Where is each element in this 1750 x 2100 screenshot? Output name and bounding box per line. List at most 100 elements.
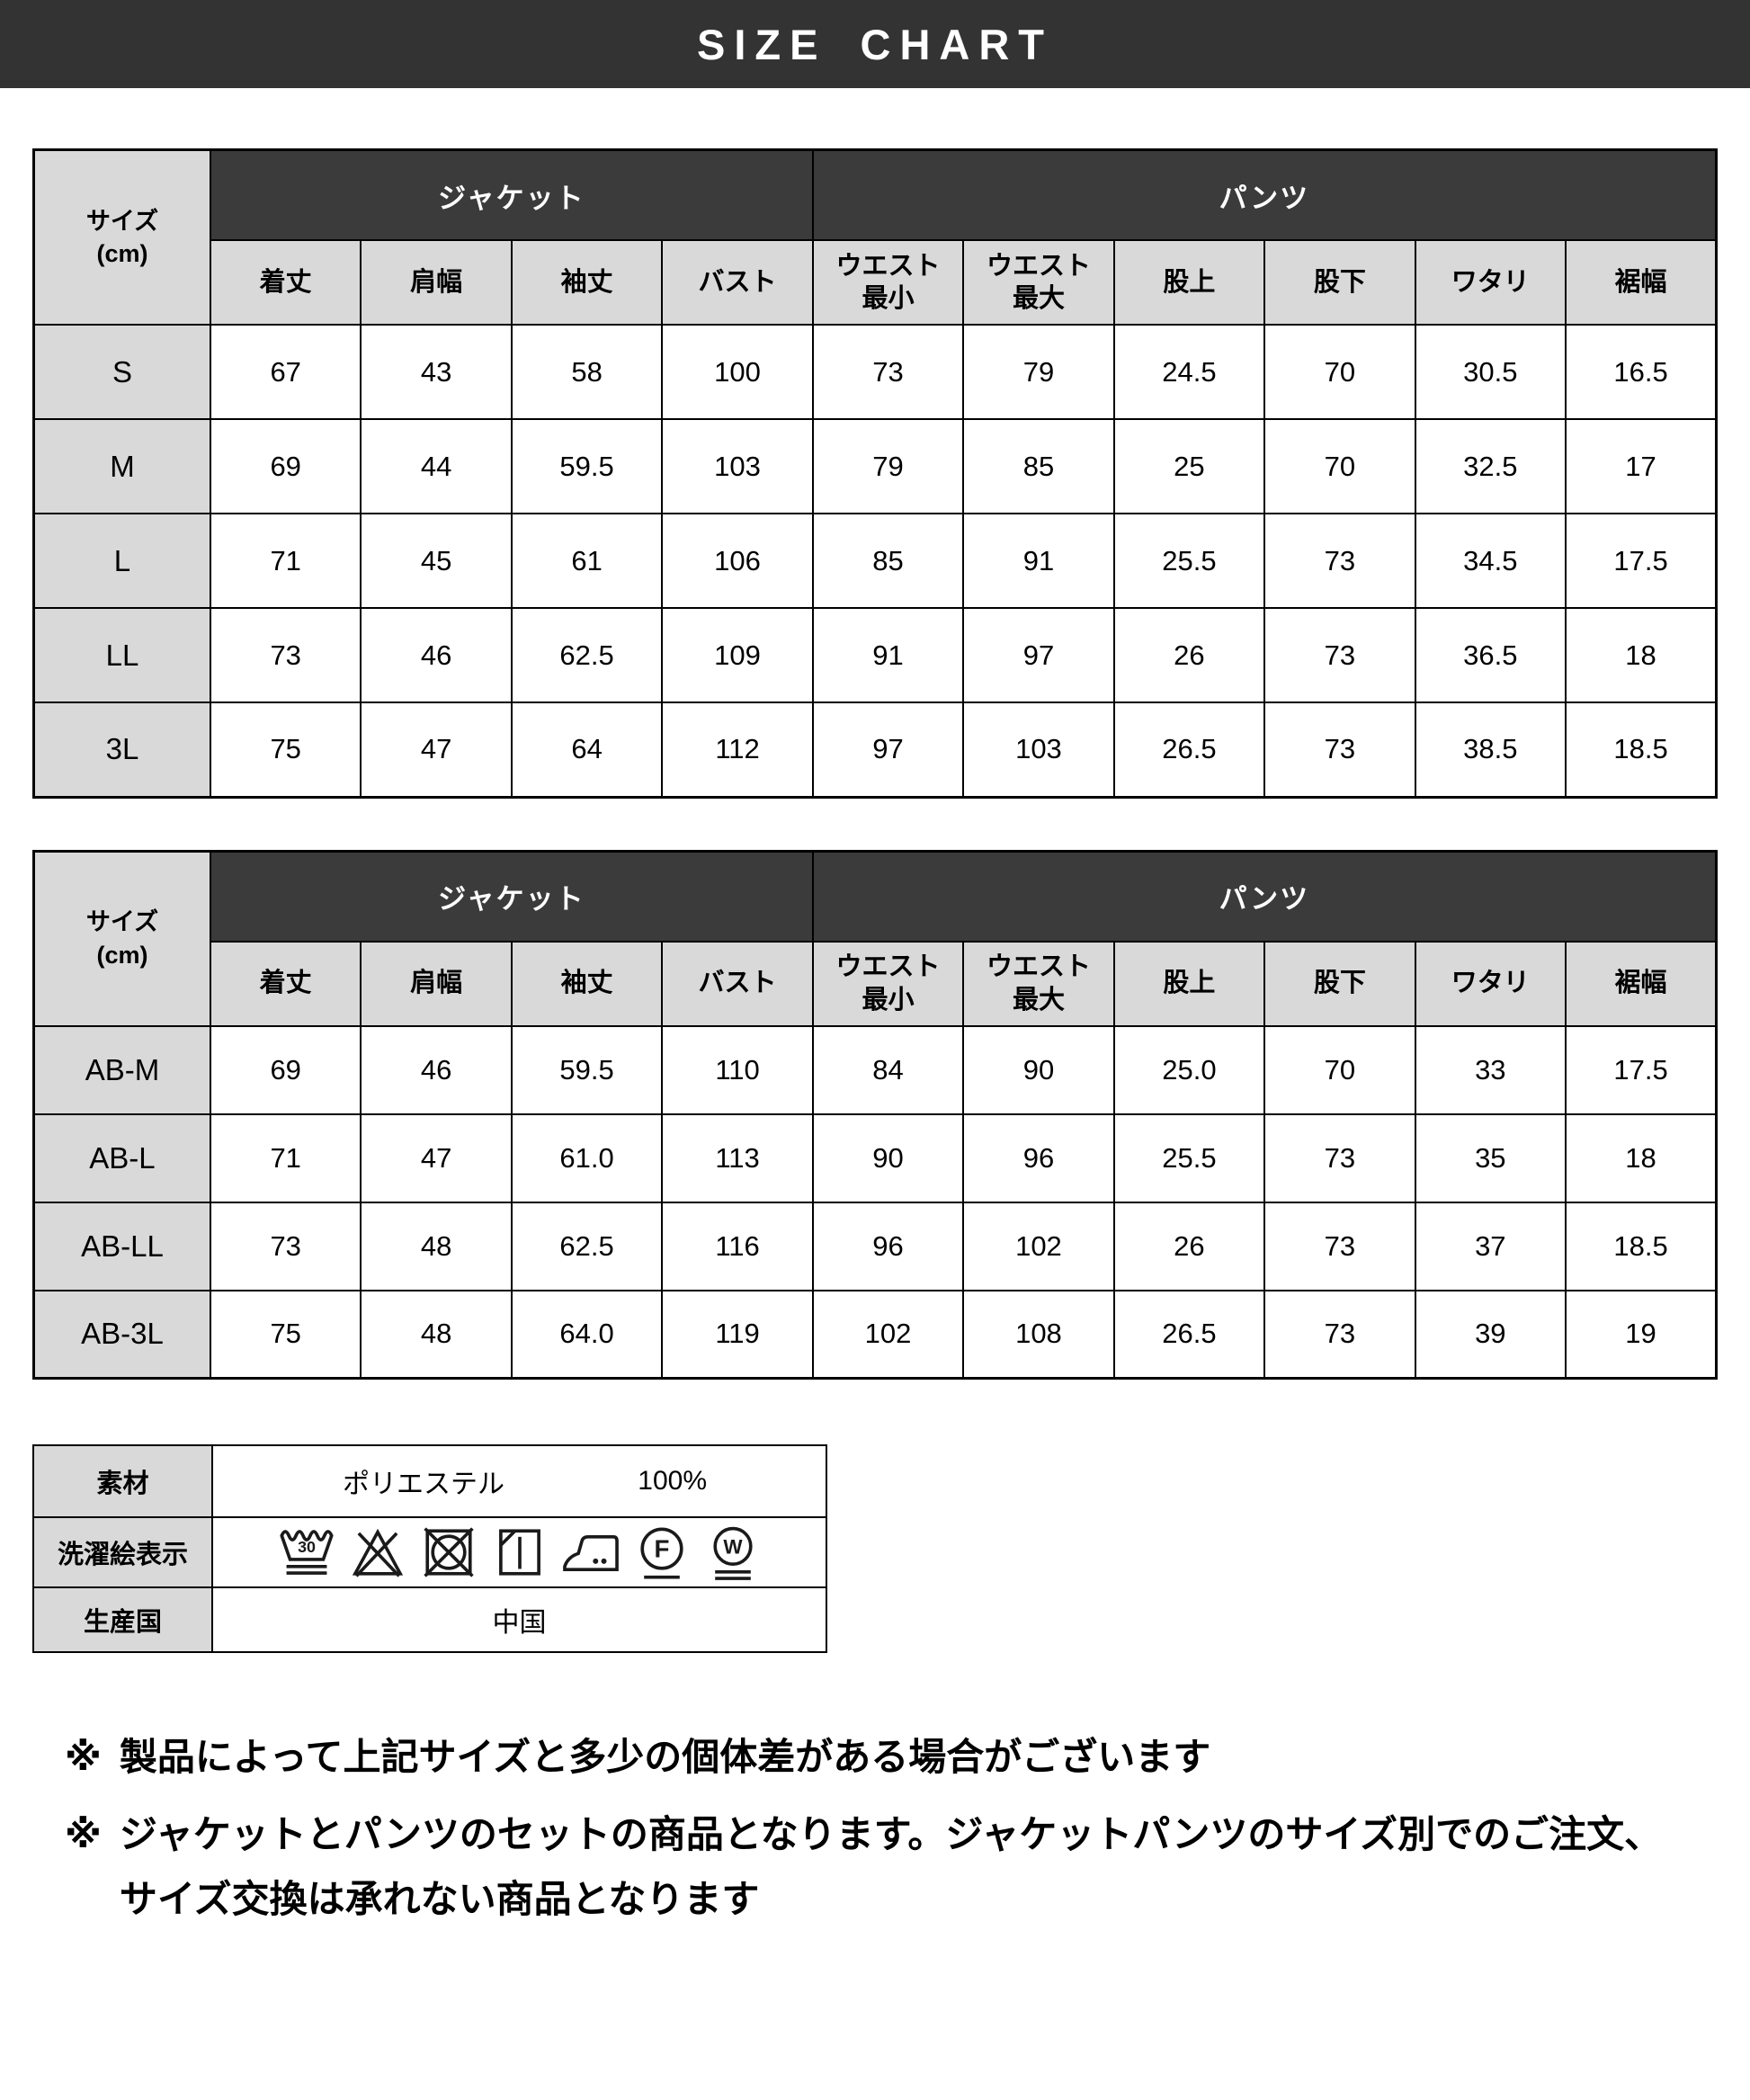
measurement-cell: 73 xyxy=(1263,513,1416,609)
size-unit: (cm) xyxy=(96,941,148,969)
material-name: ポリエステル xyxy=(343,1470,504,1499)
measurement-cell: 85 xyxy=(811,513,965,609)
measurement-cell: 69 xyxy=(209,1024,362,1115)
measurement-cell: 64 xyxy=(510,701,664,798)
measurement-cell: 58 xyxy=(510,324,664,420)
measurement-cell: 18 xyxy=(1565,607,1718,703)
footnote-2: ※ ジャケットとパンツのセットの商品となります。ジャケットパンツのサイズ別でのご… xyxy=(65,1802,1685,1932)
measurement-cell: 19 xyxy=(1565,1289,1718,1380)
measure-column-header: 袖丈 xyxy=(510,239,664,326)
measure-column-header: 肩幅 xyxy=(360,940,513,1027)
measure-column-header: 股上 xyxy=(1112,239,1266,326)
measure-column-header: 着丈 xyxy=(209,239,362,326)
measurement-cell: 103 xyxy=(962,701,1115,798)
measurement-cell: 108 xyxy=(962,1289,1115,1380)
measurement-cell: 26 xyxy=(1112,1201,1266,1291)
size-name-cell: L xyxy=(32,513,211,609)
pants-group-header: パンツ xyxy=(811,850,1718,943)
size-row: L 71 45 61 106 85 91 25.5 73 34.5 17.5 xyxy=(32,513,1718,609)
origin-label: 生産国 xyxy=(32,1586,213,1653)
measure-column-header: 股下 xyxy=(1263,940,1416,1027)
origin-row: 生産国 中国 xyxy=(32,1586,827,1653)
measurement-cell: 30.5 xyxy=(1414,324,1567,420)
iron-medium-icon xyxy=(562,1535,619,1571)
measurement-cell: 17 xyxy=(1565,418,1718,514)
measurement-cell: 91 xyxy=(811,607,965,703)
measure-column-header: 裾幅 xyxy=(1565,239,1718,326)
measurement-cell: 103 xyxy=(661,418,814,514)
size-column-header: サイズ (cm) xyxy=(32,148,211,326)
measurement-cell: 34.5 xyxy=(1414,513,1567,609)
measure-column-header: ウエスト 最小 xyxy=(811,239,965,326)
size-unit: (cm) xyxy=(96,240,148,267)
measurement-cell: 75 xyxy=(209,701,362,798)
size-name-cell: 3L xyxy=(32,701,211,798)
measurement-cell: 85 xyxy=(962,418,1115,514)
measurement-cell: 25.0 xyxy=(1112,1024,1266,1115)
footnote-marker: ※ xyxy=(65,1736,102,1778)
size-name-cell: LL xyxy=(32,607,211,703)
size-row: AB-3L 75 48 64.0 119 102 108 26.5 73 39 19 xyxy=(32,1289,1718,1380)
size-table-ab: サイズ (cm) ジャケット パンツ 着丈 肩幅 袖丈 バスト ウエスト 最小 ウエスト … xyxy=(32,849,1718,1380)
jacket-group-header: ジャケット xyxy=(209,850,814,943)
care-symbols-row: 洗濯絵表示 30 xyxy=(32,1516,827,1588)
measurement-cell: 112 xyxy=(661,701,814,798)
measurement-cell: 71 xyxy=(209,513,362,609)
measurement-cell: 25.5 xyxy=(1112,1113,1266,1203)
measurement-cell: 97 xyxy=(811,701,965,798)
content-area: サイズ (cm) ジャケット パンツ 着丈 肩幅 袖丈 バスト ウエスト 最小 ウエスト … xyxy=(0,148,1750,2089)
measurement-cell: 113 xyxy=(661,1113,814,1203)
measurement-cell: 48 xyxy=(360,1289,513,1380)
svg-text:F: F xyxy=(654,1534,669,1562)
size-row: AB-L 71 47 61.0 113 90 96 25.5 73 35 18 xyxy=(32,1113,1718,1203)
measurement-cell: 26 xyxy=(1112,607,1266,703)
measurement-cell: 46 xyxy=(360,1024,513,1115)
material-row: 素材 ポリエステル 100% xyxy=(32,1444,827,1518)
size-row: 3L 75 47 64 112 97 103 26.5 73 38.5 18.5 xyxy=(32,701,1718,798)
size-row: M 69 44 59.5 103 79 85 25 70 32.5 17 xyxy=(32,418,1718,514)
size-label: サイズ xyxy=(85,908,159,936)
measure-column-header: バスト xyxy=(661,940,814,1027)
measurement-cell: 91 xyxy=(962,513,1115,609)
measurement-cell: 61.0 xyxy=(510,1113,664,1203)
material-label: 素材 xyxy=(32,1444,213,1518)
measurement-cell: 25 xyxy=(1112,418,1266,514)
measure-column-header: バスト xyxy=(661,239,814,326)
measurement-cell: 96 xyxy=(962,1113,1115,1203)
measurement-cell: 84 xyxy=(811,1024,965,1115)
size-table-regular: サイズ (cm) ジャケット パンツ 着丈 肩幅 袖丈 バスト ウエスト 最小 ウエスト … xyxy=(32,148,1718,799)
measurement-cell: 102 xyxy=(962,1201,1115,1291)
measurement-cell: 96 xyxy=(811,1201,965,1291)
measurement-cell: 97 xyxy=(962,607,1115,703)
measurement-cell: 109 xyxy=(661,607,814,703)
measurement-cell: 79 xyxy=(811,418,965,514)
measurement-cell: 26.5 xyxy=(1112,701,1266,798)
measurement-cell: 70 xyxy=(1263,324,1416,420)
dry-clean-petroleum-mild-icon: F xyxy=(639,1527,683,1579)
measure-column-header: 肩幅 xyxy=(360,239,513,326)
measurement-cell: 47 xyxy=(360,701,513,798)
size-name-cell: S xyxy=(32,324,211,420)
measurement-cell: 90 xyxy=(962,1024,1115,1115)
measurement-cell: 73 xyxy=(1263,1201,1416,1291)
measure-column-header: 股下 xyxy=(1263,239,1416,326)
measurement-cell: 102 xyxy=(811,1289,965,1380)
size-name-cell: M xyxy=(32,418,211,514)
size-table-ab-body: AB-M 69 46 59.5 110 84 90 25.0 70 33 17.5 AB-L 71 47 6… xyxy=(32,1024,1718,1380)
measurement-cell: 45 xyxy=(360,513,513,609)
size-row: AB-M 69 46 59.5 110 84 90 25.0 70 33 17.5 xyxy=(32,1024,1718,1115)
measure-column-header: ウエスト 最小 xyxy=(811,940,965,1027)
measurement-cell: 59.5 xyxy=(510,418,664,514)
size-label: サイズ xyxy=(85,207,159,235)
footnote-marker: ※ xyxy=(65,1813,102,1856)
size-name-cell: AB-M xyxy=(32,1024,211,1115)
wet-clean-very-mild-icon: W xyxy=(712,1526,753,1580)
measurement-cell: 32.5 xyxy=(1414,418,1567,514)
measurement-cell: 59.5 xyxy=(510,1024,664,1115)
measurement-cell: 64.0 xyxy=(510,1289,664,1380)
measurement-cell: 73 xyxy=(209,1201,362,1291)
measurement-cell: 73 xyxy=(1263,1113,1416,1203)
measurement-cell: 38.5 xyxy=(1414,701,1567,798)
material-cell: ポリエステル 100% xyxy=(211,1444,827,1518)
